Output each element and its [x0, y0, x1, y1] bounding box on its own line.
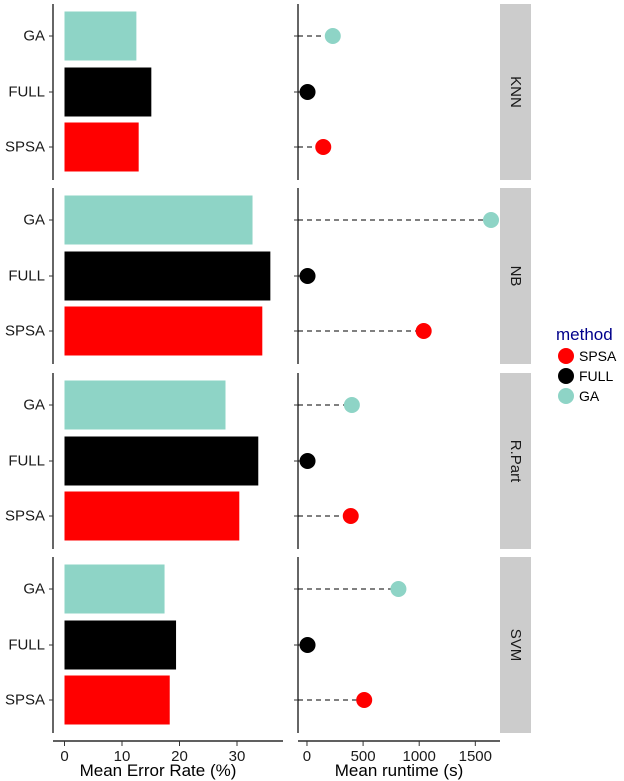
- runtime-point-nb-ga: [483, 212, 500, 228]
- runtime-x-tick-label: 500: [351, 748, 376, 765]
- bar-knn-ga: [64, 11, 137, 61]
- facet-strip-label: NB: [507, 266, 524, 287]
- error-x-tick-label: 10: [114, 748, 131, 765]
- category-label-spsa: SPSA: [5, 323, 45, 340]
- runtime-x-axis-title: Mean runtime (s): [335, 761, 463, 780]
- bar-r-part-ga: [64, 380, 226, 430]
- legend-label-ga: GA: [579, 388, 600, 404]
- runtime-point-r-part-full: [299, 453, 316, 469]
- runtime-point-r-part-spsa: [342, 508, 359, 524]
- category-label-ga: GA: [23, 28, 45, 45]
- category-label-ga: GA: [23, 212, 45, 229]
- error-x-tick-label: 20: [171, 748, 188, 765]
- runtime-point-svm-full: [299, 637, 316, 653]
- legend-key-spsa: [558, 348, 574, 364]
- bar-svm-full: [64, 620, 177, 670]
- runtime-point-nb-spsa: [415, 323, 432, 339]
- runtime-point-svm-spsa: [356, 692, 373, 708]
- facet-strip-label: KNN: [507, 76, 524, 108]
- runtime-point-svm-ga: [390, 581, 407, 597]
- facet-strip-label: SVM: [507, 629, 524, 662]
- runtime-point-knn-full: [299, 84, 316, 100]
- error-x-axis-title: Mean Error Rate (%): [80, 761, 237, 780]
- runtime-point-r-part-ga: [343, 397, 360, 413]
- facet-svm: SVM GA FULL SPSA: [5, 557, 531, 733]
- facet-panels: KNN GA FULL SPSA NB GA FULL SPSA R.Part GA FULL SPS…: [5, 4, 531, 733]
- bar-svm-ga: [64, 564, 165, 614]
- bar-knn-spsa: [64, 122, 139, 172]
- category-label-ga: GA: [23, 397, 45, 414]
- category-label-spsa: SPSA: [5, 692, 45, 709]
- facet-strip: [500, 373, 531, 549]
- runtime-x-tick-label: 1000: [403, 748, 436, 765]
- bar-nb-ga: [64, 195, 253, 245]
- facet-strip: [500, 188, 531, 364]
- legend-key-full: [558, 368, 574, 384]
- runtime-point-knn-ga: [324, 28, 341, 44]
- facet-knn: KNN GA FULL SPSA: [5, 4, 531, 180]
- category-label-full: FULL: [8, 637, 45, 654]
- runtime-x-tick-label: 0: [303, 748, 311, 765]
- facet-strip: [500, 557, 531, 733]
- legend-key-ga: [558, 388, 574, 404]
- bar-knn-full: [64, 67, 152, 117]
- runtime-point-knn-spsa: [315, 139, 332, 155]
- category-label-full: FULL: [8, 268, 45, 285]
- legend-label-spsa: SPSA: [579, 348, 617, 364]
- bar-r-part-spsa: [64, 491, 240, 541]
- error-x-tick-label: 30: [229, 748, 246, 765]
- legend-label-full: FULL: [579, 368, 613, 384]
- bar-svm-spsa: [64, 675, 170, 725]
- bar-nb-full: [64, 251, 271, 301]
- facet-strip-label: R.Part: [507, 440, 524, 483]
- category-label-full: FULL: [8, 453, 45, 470]
- bar-nb-spsa: [64, 306, 263, 356]
- error-x-tick-label: 0: [60, 748, 68, 765]
- legend-title: method: [556, 325, 613, 344]
- legend: method SPSA FULL GA: [556, 325, 617, 404]
- category-label-ga: GA: [23, 581, 45, 598]
- category-label-spsa: SPSA: [5, 508, 45, 525]
- bottom-axes: 0 10 20 30 0 500 1000 1500: [53, 740, 500, 765]
- runtime-x-tick-label: 1500: [459, 748, 492, 765]
- category-label-spsa: SPSA: [5, 139, 45, 156]
- bar-r-part-full: [64, 436, 259, 486]
- facet-r-part: R.Part GA FULL SPSA: [5, 373, 531, 549]
- facet-strip: [500, 4, 531, 180]
- facet-nb: NB GA FULL SPSA: [5, 188, 531, 364]
- category-label-full: FULL: [8, 84, 45, 101]
- runtime-point-nb-full: [299, 268, 316, 284]
